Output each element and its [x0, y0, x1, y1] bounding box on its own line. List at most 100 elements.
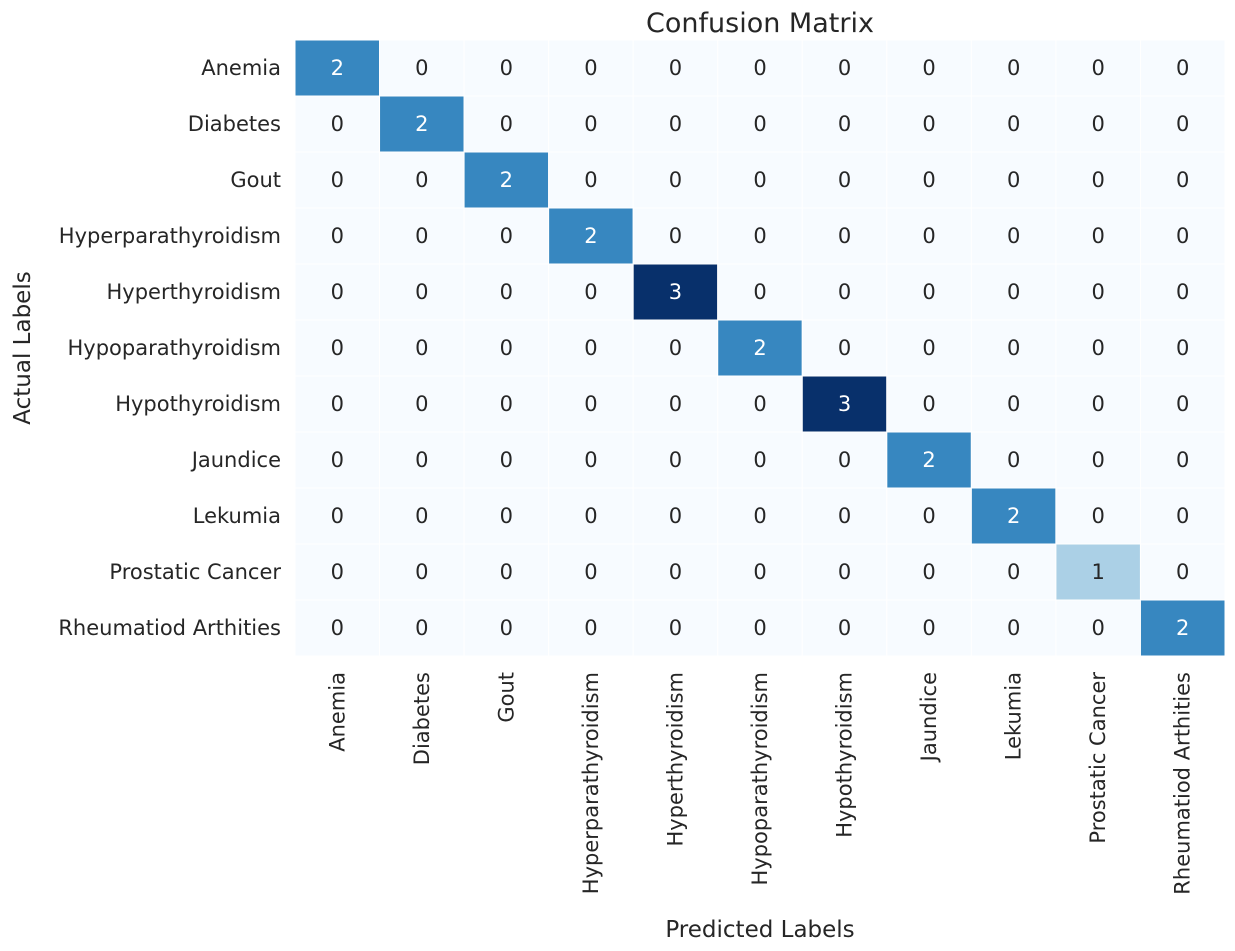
heatmap-cell	[801, 151, 888, 209]
heatmap-cell	[294, 543, 381, 601]
heatmap-cell	[1139, 431, 1226, 489]
heatmap-cell	[717, 95, 803, 153]
cell-value-label: 0	[1091, 224, 1104, 248]
heatmap-cell	[1055, 375, 1141, 433]
heatmap-cell	[294, 263, 381, 321]
cell-value-label: 2	[753, 336, 766, 360]
heatmap-cell	[970, 543, 1057, 601]
cell-value-label: 0	[1007, 224, 1020, 248]
cell-value-label: 2	[1176, 616, 1189, 640]
cell-value-label: 0	[584, 504, 597, 528]
cell-value-label: 0	[1007, 112, 1020, 136]
heatmap-cell	[886, 543, 972, 601]
cell-value-label: 0	[500, 616, 513, 640]
cell-value-label: 0	[584, 56, 597, 80]
cell-value-label: 0	[1176, 560, 1189, 584]
heatmap-cell	[970, 207, 1057, 265]
heatmap-cell	[379, 263, 465, 321]
x-tick-label: Diabetes	[410, 672, 434, 765]
cell-value-label: 3	[669, 280, 682, 304]
y-tick-label: Lekumia	[193, 504, 281, 528]
cell-value-label: 0	[1007, 448, 1020, 472]
y-tick-label: Anemia	[201, 56, 281, 80]
cell-value-label: 2	[331, 56, 344, 80]
cell-value-label: 0	[584, 280, 597, 304]
cell-value-label: 0	[922, 560, 935, 584]
heatmap-cell	[379, 39, 465, 97]
heatmap-cell	[463, 39, 550, 97]
x-tick-label: Hyperparathyroidism	[579, 672, 603, 894]
heatmap-cell	[294, 95, 381, 153]
y-tick-label: Jaundice	[190, 448, 281, 472]
cell-value-label: 0	[415, 616, 428, 640]
cell-value-label: 0	[584, 560, 597, 584]
cell-value-label: 2	[415, 112, 428, 136]
cell-value-label: 0	[753, 112, 766, 136]
cell-value-label: 0	[669, 560, 682, 584]
cell-value-label: 0	[584, 448, 597, 472]
heatmap-cell	[463, 151, 550, 209]
heatmap-cell	[717, 263, 803, 321]
heatmap-cell	[801, 487, 888, 545]
cell-value-label: 0	[584, 616, 597, 640]
heatmap-cell	[1055, 599, 1141, 657]
cell-value-label: 0	[584, 112, 597, 136]
cell-value-label: 0	[838, 336, 851, 360]
heatmap-cell	[1055, 207, 1141, 265]
cell-value-label: 0	[331, 392, 344, 416]
heatmap-cell	[1139, 375, 1226, 433]
cell-value-label: 0	[1176, 168, 1189, 192]
y-tick-label: Hyperparathyroidism	[59, 224, 281, 248]
cell-value-label: 0	[669, 448, 682, 472]
cell-value-label: 0	[753, 504, 766, 528]
cell-value-label: 0	[1091, 616, 1104, 640]
heatmap-cell	[970, 151, 1057, 209]
heatmap-cell	[717, 319, 803, 377]
x-tick-labels: Anemia Diabetes Gout Hyperparathyroidism Hyp…	[325, 672, 1194, 895]
x-tick-label: Rheumatiod Arthities	[1171, 672, 1195, 895]
cell-value-label: 0	[669, 336, 682, 360]
heatmap-cell	[717, 151, 803, 209]
heatmap-cell	[632, 543, 719, 601]
cell-value-label: 0	[669, 168, 682, 192]
cell-value-label: 0	[922, 280, 935, 304]
y-tick-label: Diabetes	[188, 112, 281, 136]
heatmap-cell	[294, 319, 381, 377]
heatmap-cell	[717, 599, 803, 657]
cell-value-label: 0	[838, 56, 851, 80]
cell-value-label: 0	[922, 336, 935, 360]
heatmap-cell	[717, 487, 803, 545]
cell-value-label: 2	[1007, 504, 1020, 528]
heatmap-cell	[463, 543, 550, 601]
cell-value-label: 0	[1007, 560, 1020, 584]
heatmap-cell	[294, 375, 381, 433]
cell-value-label: 0	[1091, 280, 1104, 304]
cell-value-label: 0	[1007, 168, 1020, 192]
heatmap-cell	[463, 95, 550, 153]
cell-value-label: 0	[838, 224, 851, 248]
cell-value-label: 0	[1007, 392, 1020, 416]
cell-value-label: 0	[753, 616, 766, 640]
heatmap-cell	[717, 207, 803, 265]
cell-value-label: 3	[838, 392, 851, 416]
cell-value-label: 0	[838, 280, 851, 304]
heatmap-cell	[970, 263, 1057, 321]
heatmap-cell	[294, 151, 381, 209]
cell-annotations: 2 0 0 0 0 0 0 0 0 0 0 0 2 0 0 0 0 0 0 0 0 0 0 0 2 0 0 0 0 0 0 0 0 0 0 0 2 0 0 0…	[331, 56, 1190, 640]
heatmap-cell	[1055, 39, 1141, 97]
cell-value-label: 0	[669, 112, 682, 136]
cell-value-label: 0	[922, 224, 935, 248]
cell-value-label: 0	[500, 560, 513, 584]
heatmap-cell	[1139, 39, 1226, 97]
cell-value-label: 0	[838, 168, 851, 192]
cell-value-label: 0	[415, 280, 428, 304]
heatmap-cell	[548, 207, 634, 265]
heatmap-cell	[886, 39, 972, 97]
x-tick-label: Lekumia	[1002, 672, 1026, 760]
x-tick-label: Hypothyroidism	[833, 672, 857, 838]
cell-value-label: 0	[753, 224, 766, 248]
y-tick-label: Hypoparathyroidism	[68, 336, 282, 360]
cell-value-label: 0	[500, 280, 513, 304]
cell-value-label: 0	[669, 56, 682, 80]
heatmap-cell	[632, 95, 719, 153]
